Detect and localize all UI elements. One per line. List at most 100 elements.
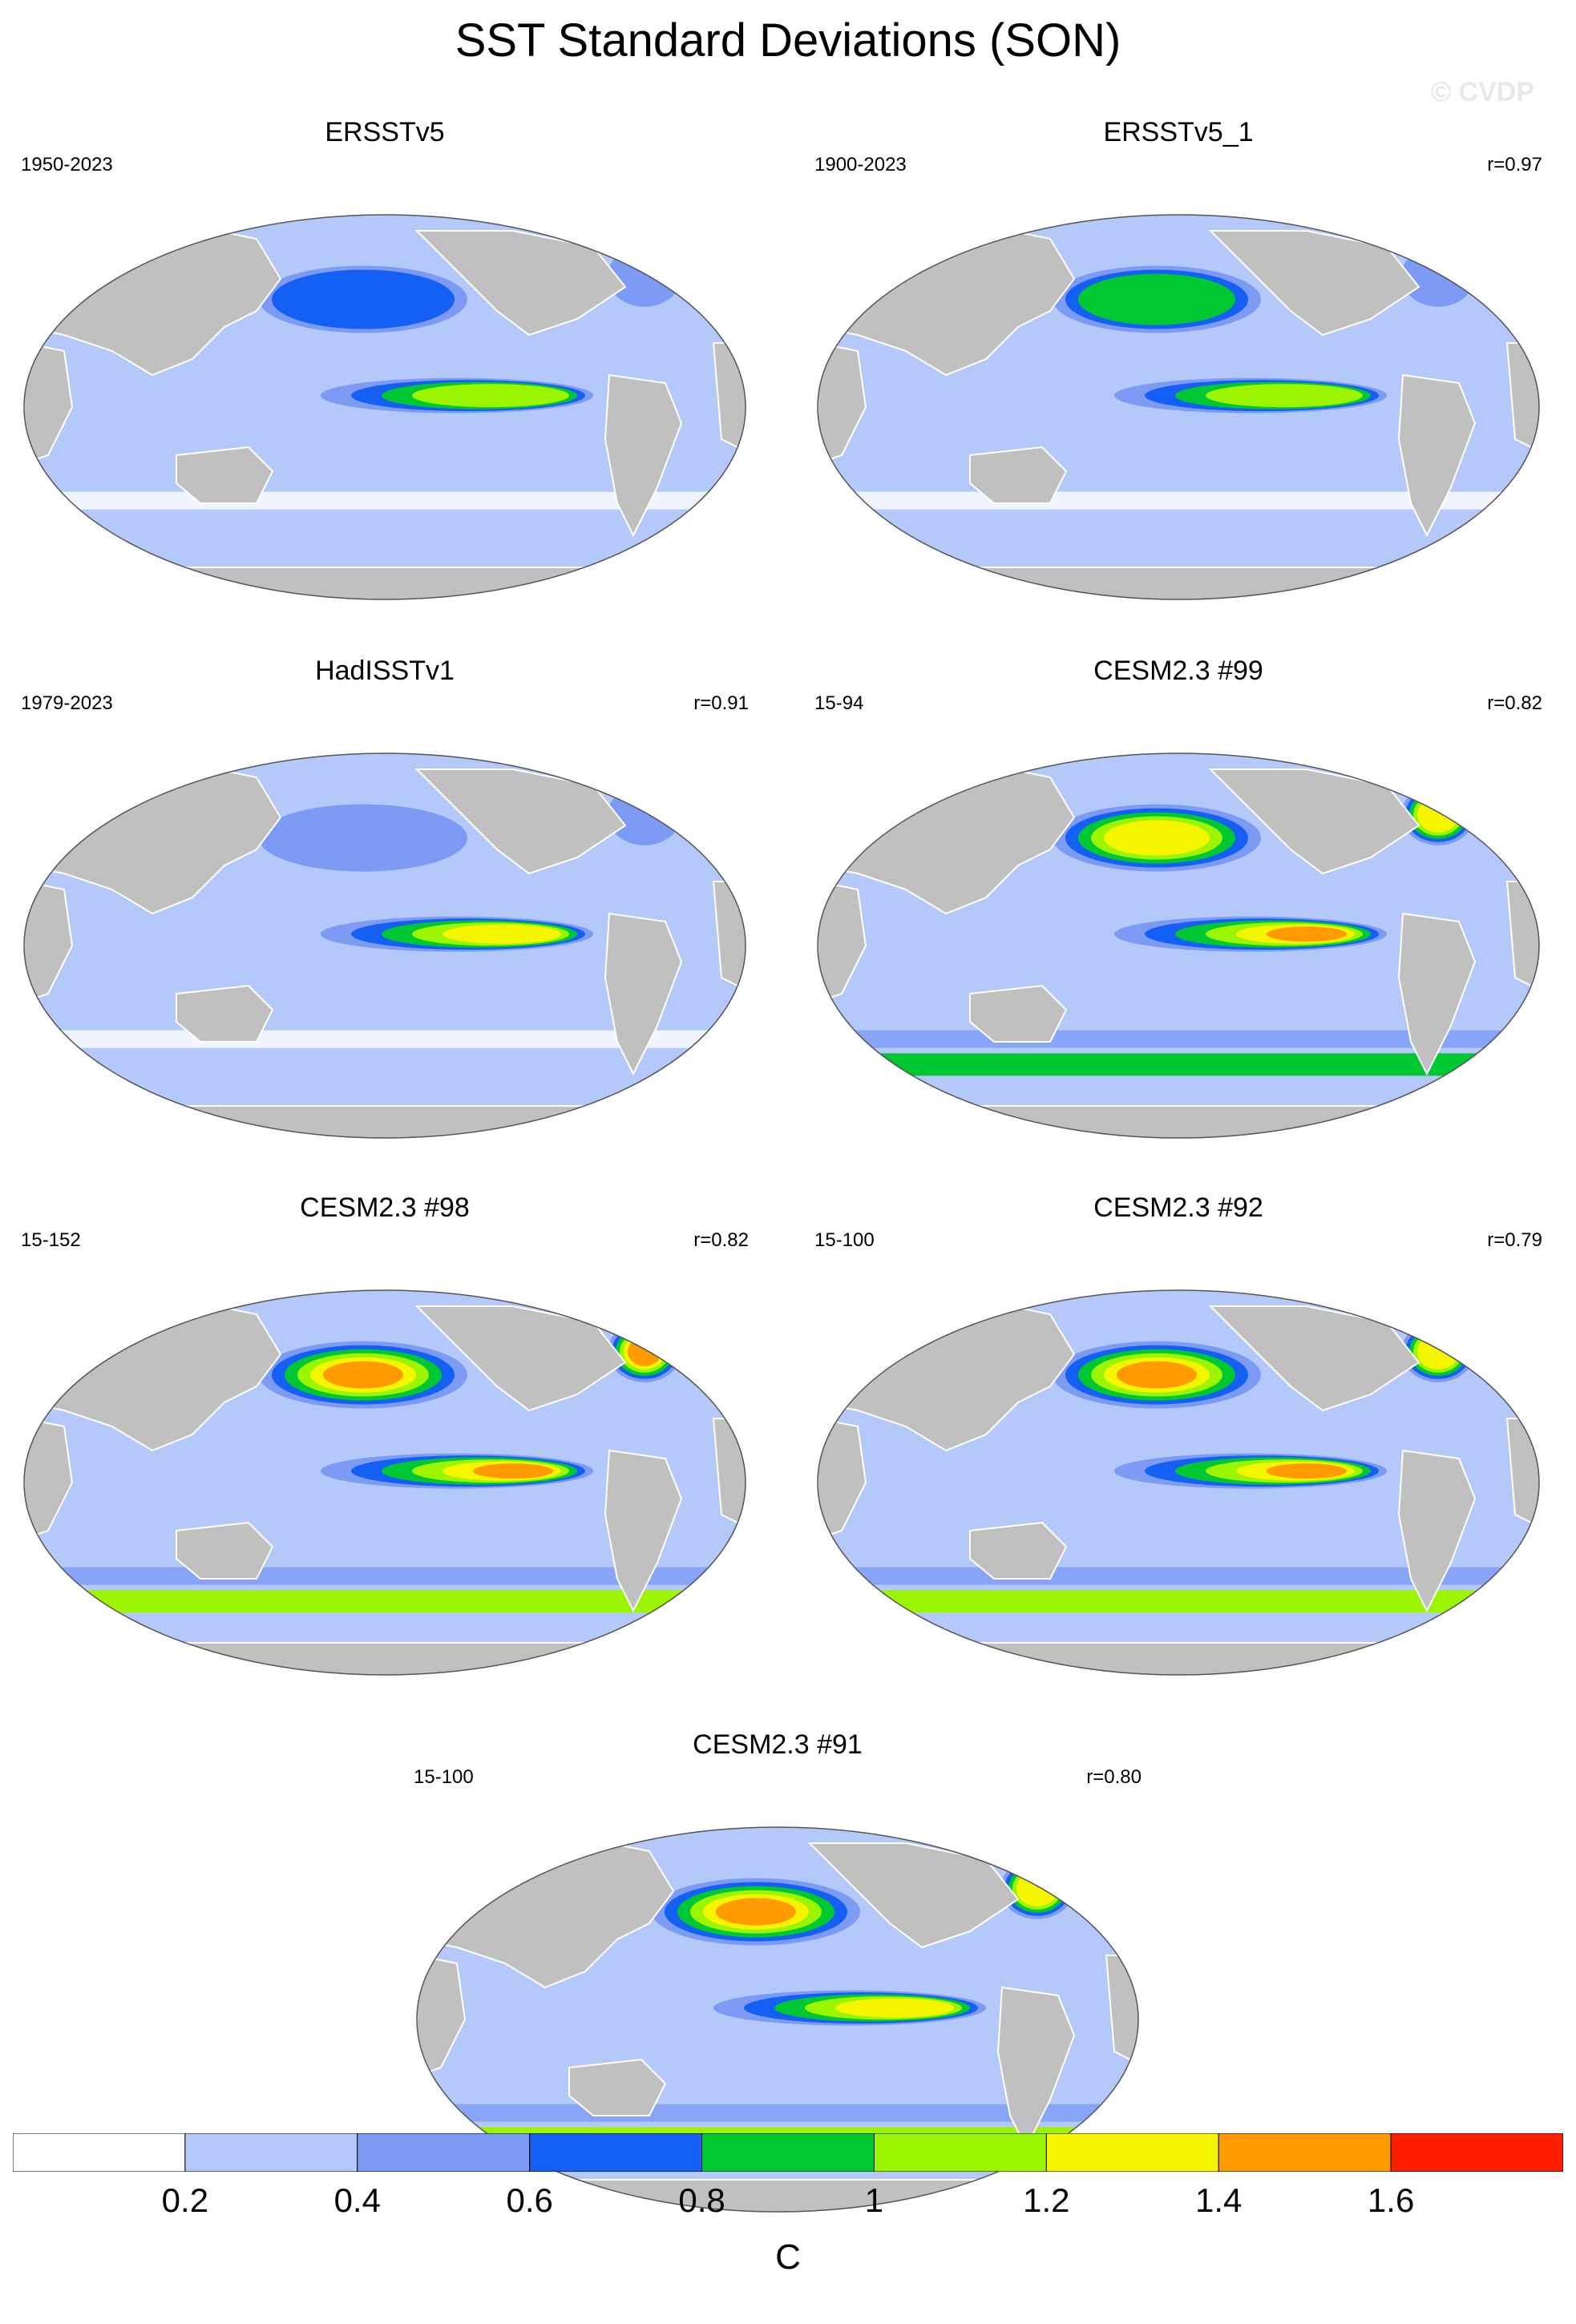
- land-mass: [24, 880, 74, 1003]
- colorbar-segment: [1045, 2133, 1219, 2172]
- panel-correlation: r=0.91: [693, 692, 749, 714]
- colorbar-tick-label: 1: [864, 2181, 884, 2219]
- panel-period: 1900-2023: [814, 154, 907, 176]
- southern-ocean-band: [24, 1053, 746, 1076]
- north-pacific-anomaly: [272, 269, 455, 329]
- panel-period: 1979-2023: [21, 692, 113, 714]
- land-mass: [818, 1105, 1539, 1138]
- panel-period: 1950-2023: [21, 154, 113, 176]
- north-pacific-anomaly: [1078, 273, 1235, 325]
- southern-ocean-band: [818, 1590, 1539, 1613]
- land-mass: [1208, 230, 1420, 337]
- land-mass: [176, 984, 274, 1043]
- map-outline: [817, 214, 1540, 600]
- enso-tongue: [1206, 384, 1363, 408]
- land-mass: [818, 341, 867, 465]
- land-mass: [1208, 1305, 1420, 1412]
- map-outline: [817, 1289, 1540, 1676]
- north-atlantic-anomaly: [608, 784, 681, 845]
- colorbar-tick-label: 0.4: [333, 2181, 381, 2219]
- map-panel: CESM2.3 #99 15-94 r=0.82: [810, 657, 1547, 1154]
- panel-title: CESM2.3 #98: [300, 1192, 470, 1223]
- land-mass: [996, 1986, 1076, 2150]
- colorbar-tick-label: 1.6: [1367, 2181, 1415, 2219]
- enso-tongue: [473, 1463, 553, 1479]
- land-mass: [414, 769, 627, 875]
- land-mass: [818, 1417, 867, 1540]
- map-plot: [23, 214, 746, 600]
- colorbar-unit-label: C: [775, 2237, 801, 2277]
- panel-title: CESM2.3 #92: [1093, 1192, 1263, 1223]
- enso-tongue: [442, 924, 561, 944]
- panel-period: 15-100: [814, 1229, 875, 1251]
- land-mass: [969, 984, 1068, 1043]
- map-outline: [817, 752, 1540, 1139]
- colorbar-segment: [701, 2133, 875, 2172]
- land-mass: [969, 1521, 1068, 1580]
- colorbar-tick-label: 0.2: [161, 2181, 209, 2219]
- land-mass: [24, 1417, 74, 1540]
- map-panel: CESM2.3 #98 15-152 r=0.82: [16, 1194, 754, 1691]
- land-mass: [1397, 912, 1477, 1076]
- land-mass: [818, 880, 867, 1003]
- north-atlantic-anomaly: [1401, 245, 1475, 307]
- land-mass: [604, 373, 683, 538]
- panel-title: ERSSTv5: [325, 117, 445, 147]
- north-atlantic-anomaly: [628, 1337, 661, 1366]
- map-plot: [23, 1289, 746, 1676]
- land-mass: [24, 567, 746, 599]
- map-outline: [23, 214, 746, 600]
- southern-ocean-band: [24, 514, 746, 538]
- north-atlantic-anomaly: [608, 245, 681, 307]
- map-outline: [416, 1826, 1139, 2213]
- enso-tongue: [412, 384, 569, 408]
- colorbar-segment: [13, 2133, 186, 2172]
- land-mass: [417, 1954, 467, 2077]
- panel-correlation: r=0.97: [1487, 154, 1542, 176]
- land-mass: [604, 1449, 683, 1613]
- colorbar-tick-label: 0.6: [506, 2181, 553, 2219]
- land-mass: [176, 1521, 274, 1580]
- land-mass: [604, 912, 683, 1076]
- north-pacific-anomaly: [323, 1361, 403, 1389]
- colorbar-segment: [1390, 2133, 1563, 2172]
- land-mass: [24, 1642, 746, 1675]
- north-pacific-anomaly: [1117, 1361, 1197, 1389]
- land-mass: [414, 230, 627, 337]
- panel-correlation: r=0.80: [1086, 1766, 1142, 1788]
- north-atlantic-anomaly: [1417, 1333, 1459, 1370]
- map-outline: [23, 752, 746, 1139]
- map-panel: ERSSTv5_1 1900-2023 r=0.97: [810, 119, 1547, 615]
- colorbar-segment: [529, 2133, 703, 2172]
- land-mass: [1397, 1449, 1477, 1613]
- map-panel: HadISSTv1 1979-2023 r=0.91: [16, 657, 754, 1154]
- land-mass: [24, 341, 74, 465]
- map-plot: [817, 214, 1540, 600]
- panel-period: 15-100: [414, 1766, 474, 1788]
- panel-correlation: r=0.82: [693, 1229, 749, 1251]
- panel-title: HadISSTv1: [315, 656, 455, 686]
- land-mass: [969, 446, 1068, 504]
- colorbar-tick-label: 0.8: [678, 2181, 725, 2219]
- land-mass: [568, 2058, 667, 2116]
- land-mass: [818, 1642, 1539, 1675]
- map-plot: [817, 752, 1540, 1139]
- panel-title: CESM2.3 #91: [693, 1729, 863, 1760]
- panel-title: CESM2.3 #99: [1093, 656, 1263, 686]
- land-mass: [1208, 769, 1420, 875]
- land-mass: [414, 1305, 627, 1412]
- panel-title: ERSSTv5_1: [1103, 117, 1254, 147]
- land-mass: [1397, 373, 1477, 538]
- enso-tongue: [1267, 1463, 1347, 1479]
- colorbar-ticks: 0.2 0.4 0.6 0.8 1 1.2 1.4 1.6: [0, 2181, 1576, 2221]
- colorbar-segment: [873, 2133, 1047, 2172]
- north-atlantic-anomaly: [1016, 1870, 1058, 1906]
- panel-correlation: r=0.79: [1487, 1229, 1542, 1251]
- north-atlantic-anomaly: [1417, 797, 1459, 833]
- enso-tongue: [835, 1998, 954, 2018]
- map-plot: [23, 752, 746, 1139]
- panel-correlation: r=0.82: [1487, 692, 1542, 714]
- map-panel: CESM2.3 #92 15-100 r=0.79: [810, 1194, 1547, 1691]
- panel-period: 15-152: [21, 1229, 81, 1251]
- north-pacific-anomaly: [259, 804, 467, 872]
